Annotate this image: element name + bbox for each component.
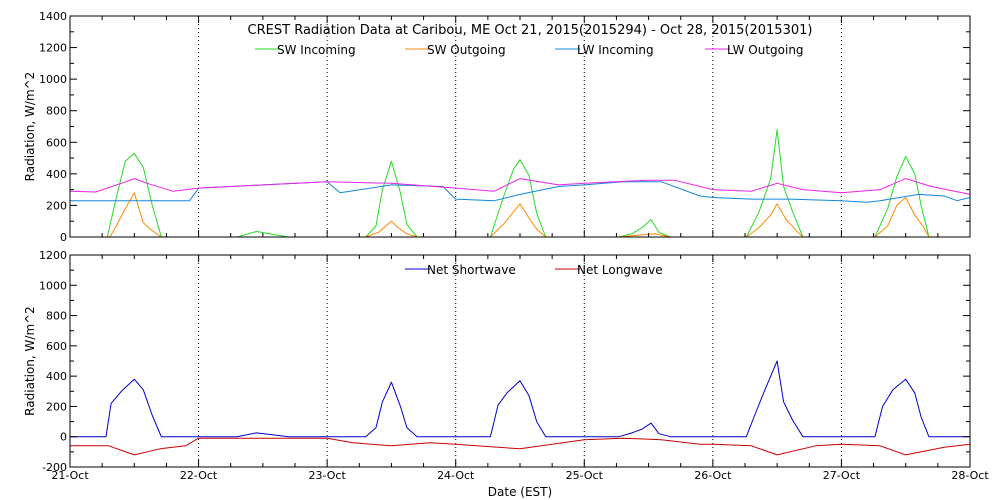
series-line-sw-outgoing [70, 192, 970, 238]
y-tick-label: 0 [60, 431, 67, 444]
legend-entry: SW Incoming [255, 43, 356, 57]
y-axis-title: Radiation, W/m^2 [23, 72, 37, 182]
y-tick-label: 0 [60, 231, 67, 244]
y-tick-label: 1400 [39, 10, 67, 23]
legend-label: Net Shortwave [427, 263, 516, 277]
series-line-lw-outgoing [69, 178, 971, 195]
y-tick-label: 1000 [39, 73, 67, 86]
x-tick-label: 27-Oct [823, 469, 861, 482]
legend-entry: SW Outgoing [405, 43, 506, 57]
legend-entry: LW Incoming [555, 43, 654, 57]
y-tick-label: -200 [42, 461, 67, 474]
x-tick-label: 22-Oct [180, 469, 218, 482]
top-panel: 0 200 400 600 800 1000 1200 1400 Radiation, W/m^… [23, 10, 971, 244]
legend-label: Net Longwave [577, 263, 663, 277]
y-tick-label: 200 [46, 199, 67, 212]
x-tick-label: 21-Oct [51, 469, 89, 482]
y-tick-label: 600 [46, 340, 67, 353]
legend-label: LW Outgoing [727, 43, 804, 57]
legend-entry: Net Longwave [555, 263, 663, 277]
y-tick-label: 800 [46, 105, 67, 118]
legend-entry: Net Shortwave [405, 263, 516, 277]
series-line-net-longwave [70, 437, 971, 456]
series-line-net-shortwave [70, 360, 970, 438]
legend-entry: LW Outgoing [705, 43, 804, 57]
y-tick-label: 600 [46, 136, 67, 149]
y-tick-label: 1000 [39, 279, 67, 292]
x-tick-label: 26-Oct [694, 469, 732, 482]
y-axis-title: Radiation, W/m^2 [23, 306, 37, 416]
chart-title: CREST Radiation Data at Caribou, ME Oct … [248, 23, 813, 38]
y-tick-label: 200 [46, 400, 67, 413]
legend-label: SW Incoming [277, 43, 356, 57]
y-tick-label: 800 [46, 310, 67, 323]
x-tick-label: 28-Oct [951, 469, 989, 482]
x-tick-label: 25-Oct [566, 469, 604, 482]
y-tick-label: 400 [46, 370, 67, 383]
legend-label: LW Incoming [577, 43, 654, 57]
bottom-panel: 21-Oct 22-Oct 23-Oct 24-Oct 25-Oct 26-Oct 27-O… [23, 249, 989, 482]
x-axis-title: Date (EST) [488, 485, 552, 499]
y-tick-label: 400 [46, 168, 67, 181]
y-tick-label: 1200 [39, 249, 67, 262]
x-tick-label: 24-Oct [437, 469, 475, 482]
x-tick-label: 23-Oct [308, 469, 346, 482]
legend-label: SW Outgoing [427, 43, 506, 57]
y-tick-label: 1200 [39, 42, 67, 55]
